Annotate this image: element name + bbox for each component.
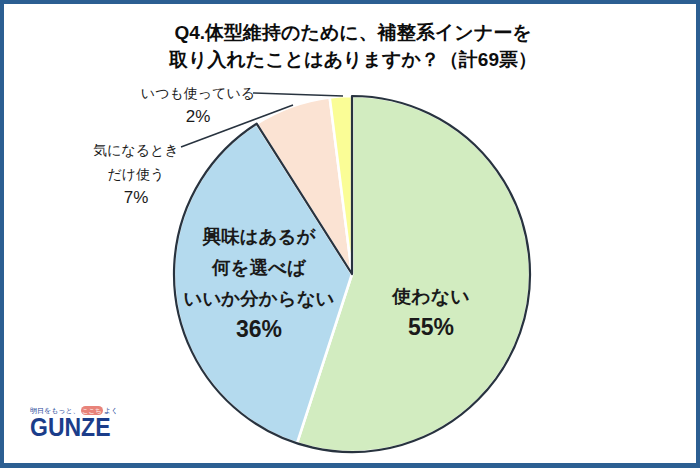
slice-label-always: いつも使っている 2% bbox=[118, 82, 278, 128]
gunze-logo: 明日をもっと、ここちよく GUNZE bbox=[30, 405, 118, 438]
chart-title-line2: 取り入れたことはありますか？（計69票） bbox=[3, 46, 700, 73]
slice-label-not-use: 使わない 55% bbox=[331, 281, 531, 343]
chart-title-line1: Q4.体型維持のために、補整系インナーを bbox=[3, 19, 700, 46]
slice-label-sometimes: 気になるとき だけ使う 7% bbox=[66, 138, 206, 210]
gunze-brand-text: GUNZE bbox=[30, 416, 111, 438]
chart-title: Q4.体型維持のために、補整系インナーを 取り入れたことはありますか？（計69票… bbox=[3, 19, 700, 73]
